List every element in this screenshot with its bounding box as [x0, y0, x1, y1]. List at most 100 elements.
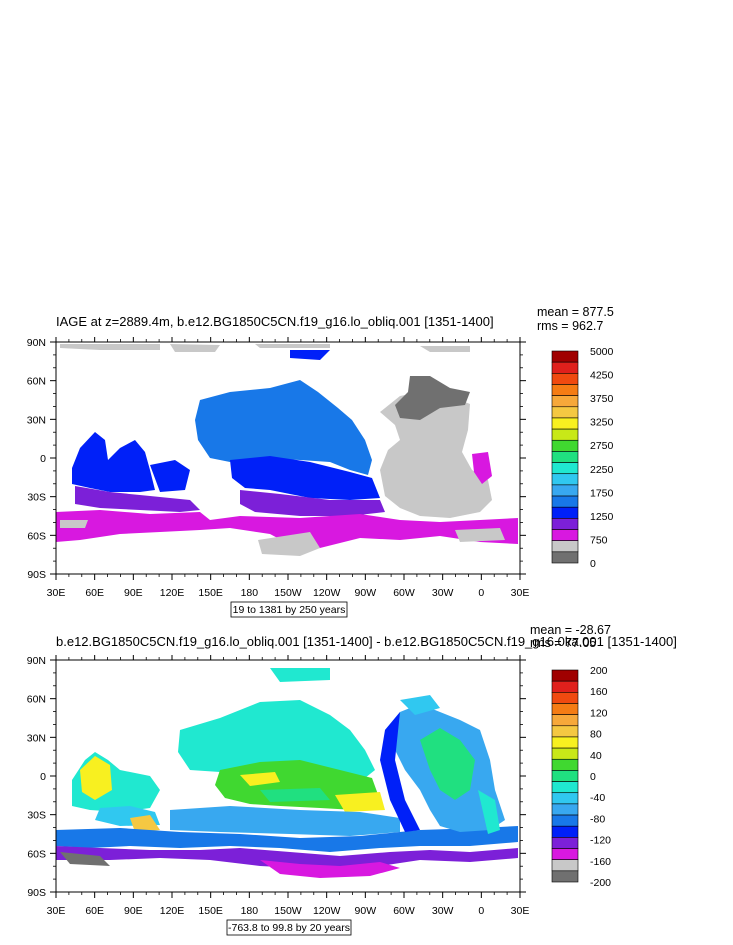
- x-tick-label: 90E: [124, 905, 143, 917]
- panel2-contour-info: -763.8 to 99.8 by 20 years: [228, 922, 350, 934]
- colorbar-label: -200: [590, 877, 611, 889]
- x-tick-label: 60W: [393, 587, 415, 599]
- colorbar-label: 80: [590, 729, 602, 741]
- colorbar-swatch: [551, 725, 579, 738]
- x-tick-label: 150W: [274, 905, 302, 917]
- panel2-contour-info-box: [226, 919, 352, 936]
- x-tick-label: 30E: [47, 905, 66, 917]
- y-tick-label: 90S: [27, 887, 46, 899]
- colorbar-swatch: [551, 540, 579, 553]
- x-tick-label: 150E: [198, 905, 223, 917]
- panel1-rms: rms = 962.7: [537, 319, 603, 333]
- y-tick-label: 0: [40, 771, 46, 783]
- colorbar-label: 3750: [590, 393, 614, 405]
- y-tick-label: 30S: [27, 492, 46, 504]
- y-tick-label: 60S: [27, 530, 46, 542]
- x-tick-label: 30E: [47, 587, 66, 599]
- x-tick-label: 180: [241, 587, 259, 599]
- colorbar-swatch: [551, 462, 579, 475]
- colorbar-label: -120: [590, 835, 611, 847]
- colorbar-label: -40: [590, 792, 605, 804]
- x-tick-label: 120E: [160, 905, 185, 917]
- colorbar-swatch: [551, 495, 579, 508]
- colorbar-swatch: [551, 451, 579, 463]
- colorbar-swatch: [551, 792, 579, 805]
- x-tick-label: 60E: [85, 905, 104, 917]
- y-tick-label: 90N: [27, 337, 46, 349]
- colorbar-swatch: [551, 758, 579, 771]
- x-tick-label: 120W: [313, 905, 341, 917]
- colorbar-swatch: [551, 714, 579, 727]
- x-tick-label: 150W: [274, 587, 302, 599]
- panel2-colorbar: 200 160 120 80 40 0 -40 -80 -120 -160 -200: [551, 665, 611, 889]
- colorbar-swatch: [551, 518, 579, 530]
- colorbar-swatch: [551, 384, 579, 396]
- panel2-mean: mean = -28.67: [530, 623, 611, 637]
- panel2-y-axis: 90N 60N 30N 0 30S 60S 90S: [27, 655, 526, 899]
- y-tick-label: 60N: [27, 376, 46, 388]
- colorbar-label: 2250: [590, 464, 614, 476]
- colorbar-label: 2750: [590, 440, 614, 452]
- colorbar-label: -80: [590, 813, 605, 825]
- colorbar-swatch: [551, 417, 579, 430]
- x-tick-label: 90W: [355, 587, 377, 599]
- x-tick-label: 0: [478, 587, 484, 599]
- panel-difference: b.e12.BG1850C5CN.f19_g16.lo_obliq.001 [1…: [27, 623, 677, 936]
- colorbar-swatch: [551, 781, 579, 794]
- panel1-mean: mean = 877.5: [537, 305, 614, 319]
- colorbar-swatch: [551, 870, 579, 883]
- x-tick-label: 120W: [313, 587, 341, 599]
- colorbar-swatch: [551, 484, 579, 497]
- x-tick-label: 30E: [511, 587, 530, 599]
- colorbar-swatch: [551, 825, 579, 838]
- x-tick-label: 150E: [198, 587, 223, 599]
- panel1-colorbar: 5000 4250 3750 3250 2750 2250 1750 1250 750 0: [551, 346, 614, 570]
- colorbar-swatch: [551, 837, 579, 849]
- colorbar-swatch: [551, 439, 579, 452]
- colorbar-swatch: [551, 395, 579, 408]
- colorbar-swatch: [551, 669, 579, 682]
- colorbar-swatch: [551, 736, 579, 749]
- colorbar-swatch: [551, 428, 579, 441]
- x-tick-label: 90E: [124, 587, 143, 599]
- colorbar-swatch: [551, 506, 579, 519]
- colorbar-label: 1750: [590, 487, 614, 499]
- x-tick-label: 60E: [85, 587, 104, 599]
- x-tick-label: 0: [478, 905, 484, 917]
- colorbar-label: 750: [590, 534, 608, 546]
- colorbar-label: 120: [590, 707, 608, 719]
- colorbar-swatch: [551, 373, 579, 385]
- colorbar-swatch: [551, 692, 579, 704]
- colorbar-label: 0: [590, 771, 596, 783]
- x-tick-label: 120E: [160, 587, 185, 599]
- y-tick-label: 30N: [27, 414, 46, 426]
- panel2-rms: rms = 77.05: [530, 636, 596, 650]
- x-tick-label: 60W: [393, 905, 415, 917]
- panel-iage: IAGE at z=2889.4m, b.e12.BG1850C5CN.f19_…: [27, 305, 614, 618]
- x-tick-label: 90W: [355, 905, 377, 917]
- y-tick-label: 0: [40, 453, 46, 465]
- colorbar-label: 1250: [590, 511, 614, 523]
- panel1-contour-info: 19 to 1381 by 250 years: [233, 604, 346, 616]
- y-tick-label: 30N: [27, 732, 46, 744]
- colorbar-label: 4250: [590, 370, 614, 382]
- colorbar-swatch: [551, 848, 579, 860]
- colorbar-swatch: [551, 350, 579, 363]
- colorbar-label: 5000: [590, 346, 614, 358]
- y-tick-label: 60N: [27, 694, 46, 706]
- colorbar-swatch: [551, 703, 579, 715]
- colorbar-swatch: [551, 814, 579, 827]
- colorbar-label: 200: [590, 665, 608, 677]
- x-tick-label: 30W: [432, 905, 454, 917]
- panel1-x-axis: 30E 60E 90E 120E 150E 180 150W 120W 90W 60W 30W 0 30…: [47, 337, 530, 599]
- colorbar-label: -160: [590, 856, 611, 868]
- panel1-map-field: [56, 342, 520, 574]
- colorbar-swatch: [551, 747, 579, 760]
- colorbar-swatch: [551, 473, 579, 486]
- colorbar-swatch: [551, 406, 579, 419]
- panel2-map-field: [56, 660, 520, 892]
- y-tick-label: 90N: [27, 655, 46, 667]
- panel2-title: b.e12.BG1850C5CN.f19_g16.lo_obliq.001 [1…: [56, 634, 677, 649]
- panel1-y-axis: 90N 60N 30N 0 30S 60S 90S: [27, 337, 526, 581]
